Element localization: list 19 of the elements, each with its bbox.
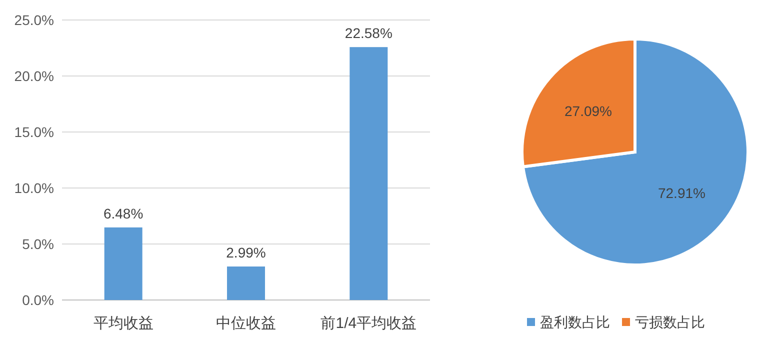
x-tick-label: 平均收益 [93, 315, 154, 332]
bar [350, 47, 388, 300]
y-tick-label: 20.0% [14, 68, 54, 84]
y-tick-label: 25.0% [14, 12, 54, 28]
y-tick-label: 15.0% [14, 124, 54, 140]
legend-label: 亏损数占比 [635, 314, 705, 330]
data-label: 6.48% [103, 205, 144, 222]
bar [104, 227, 142, 300]
bar [227, 266, 265, 300]
data-label: 27.09% [564, 103, 612, 120]
x-tick-label: 前1/4平均收益 [320, 315, 417, 332]
data-label: 22.58% [344, 25, 392, 42]
y-tick-label: 5.0% [22, 236, 54, 252]
data-label: 72.91% [658, 184, 706, 201]
y-tick-label: 10.0% [14, 180, 54, 196]
data-label: 2.99% [226, 244, 266, 261]
x-tick-label: 中位收益 [216, 315, 276, 332]
y-tick-label: 0.0% [22, 292, 54, 308]
legend-label: 盈利数占比 [540, 314, 610, 330]
